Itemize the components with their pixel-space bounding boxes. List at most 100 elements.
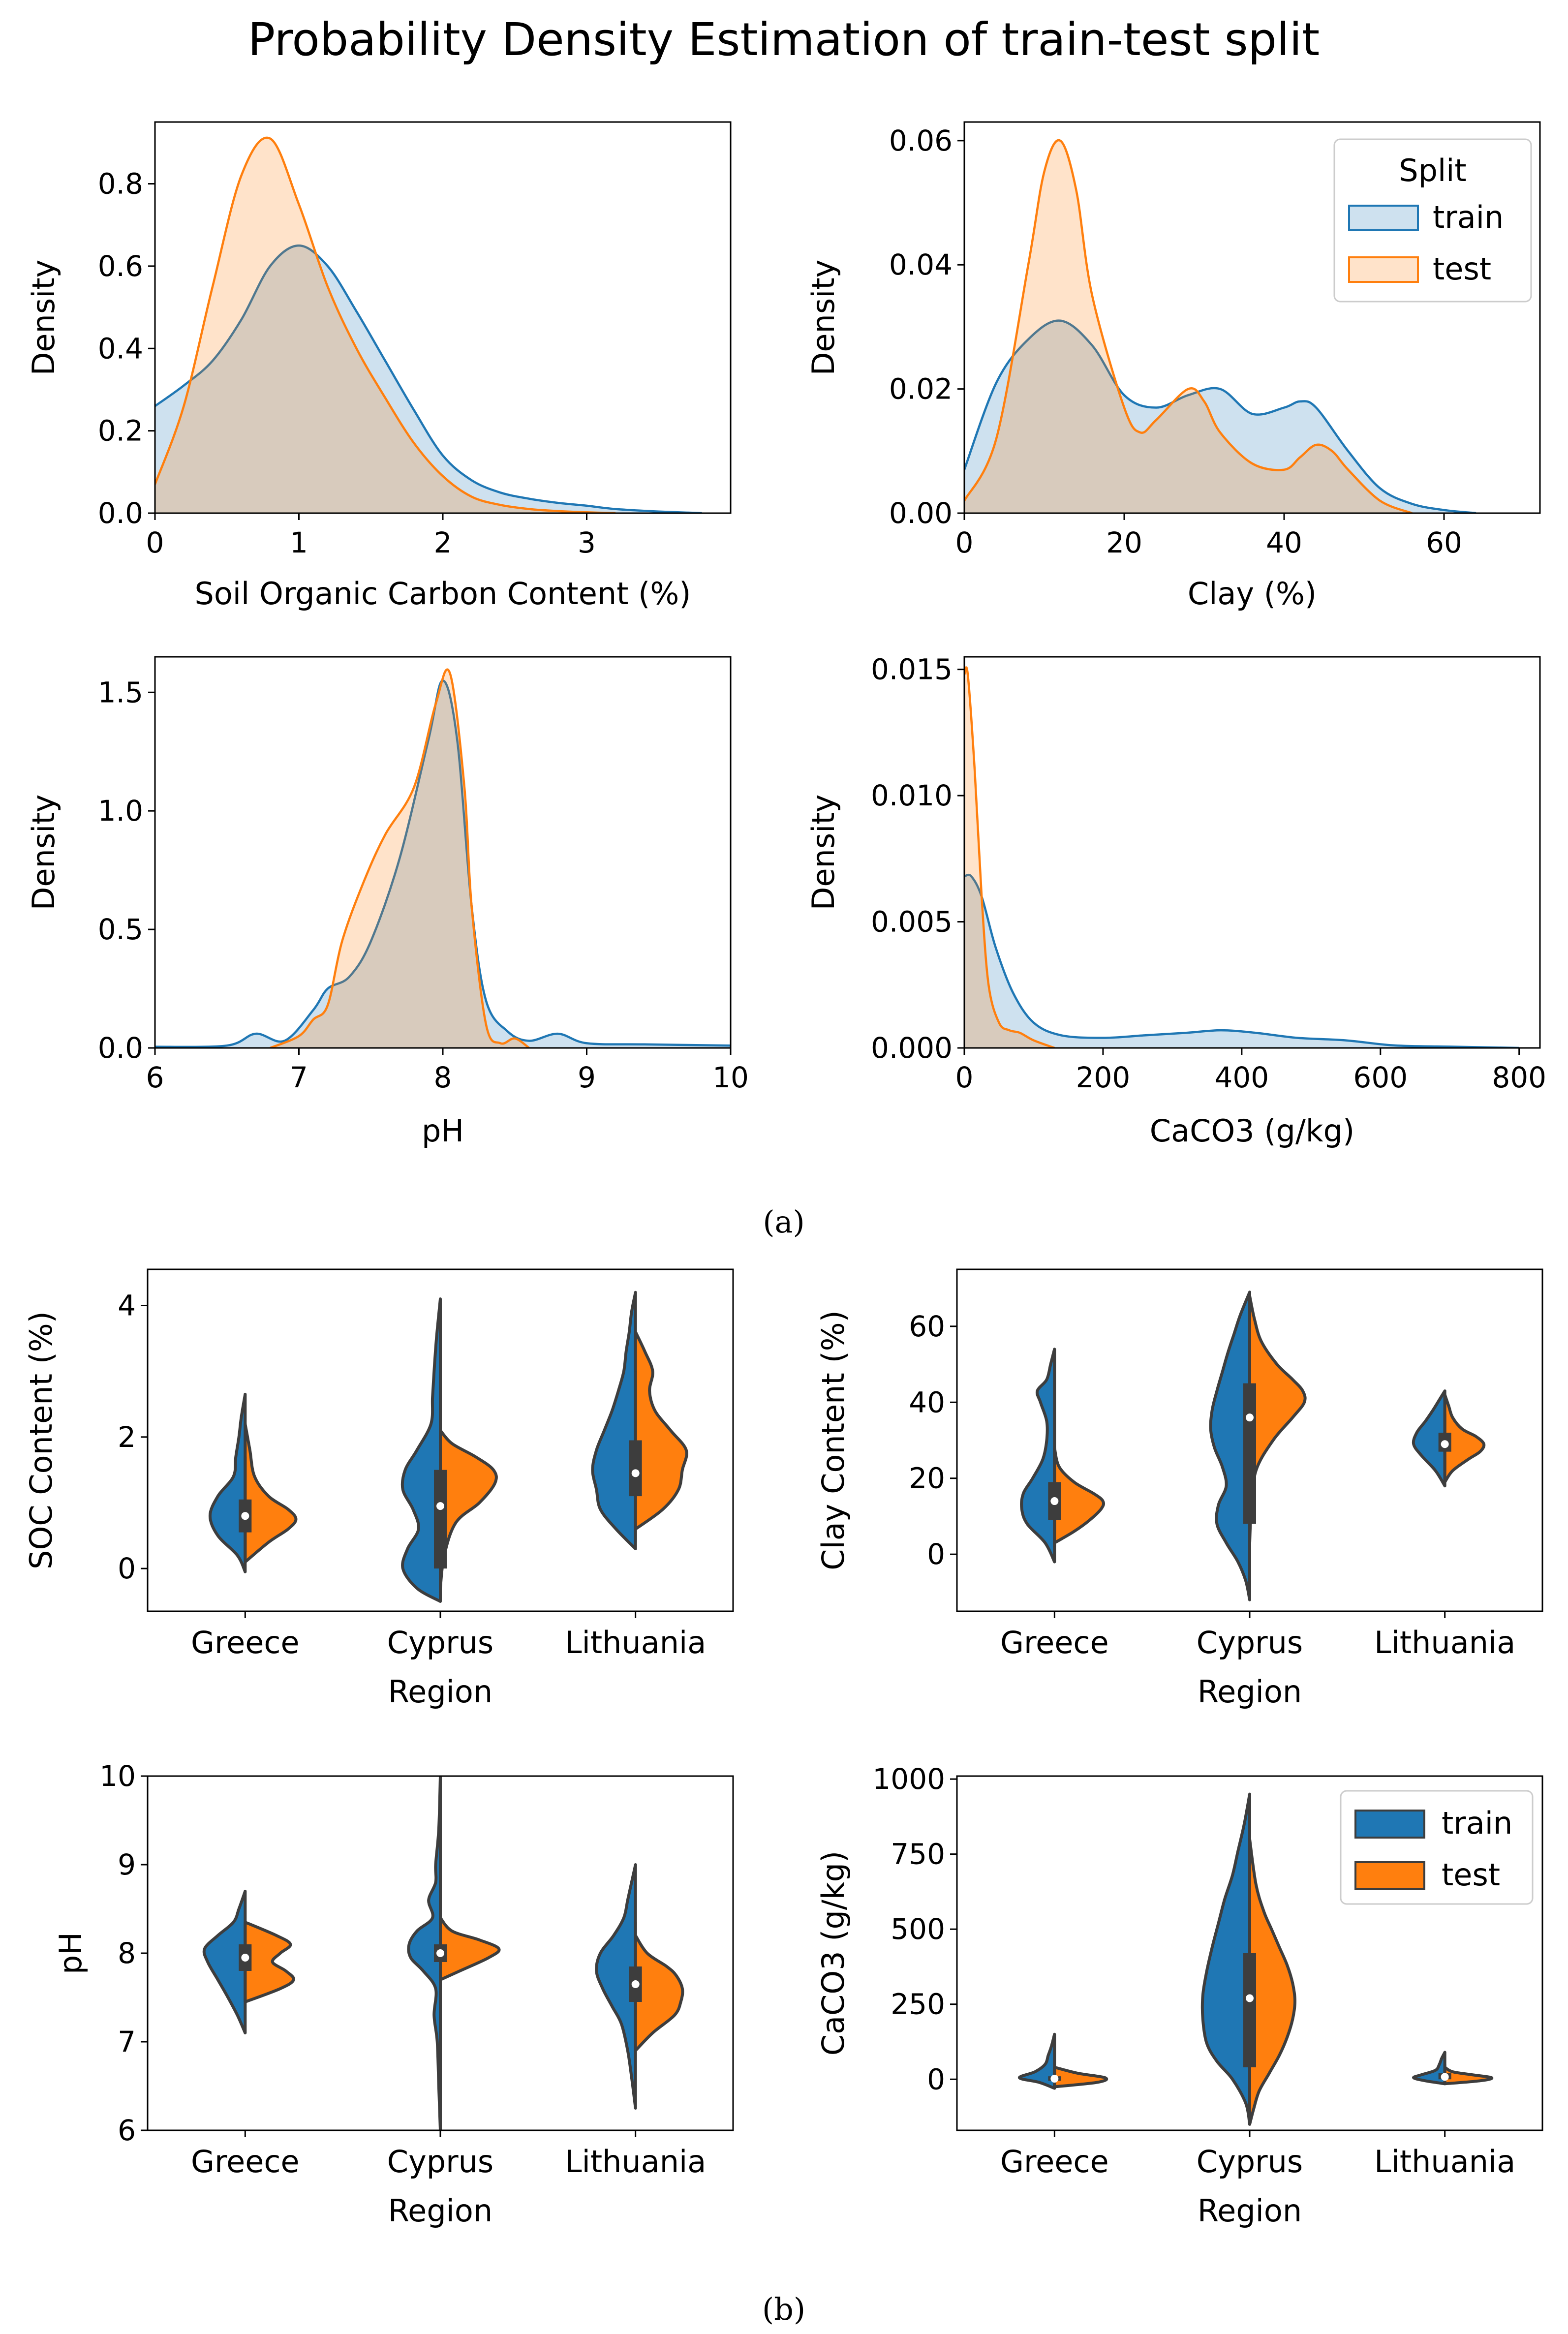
- x-tick-label-3-2: 400: [1214, 1061, 1269, 1094]
- category-label-greece-1: Greece: [1000, 1625, 1109, 1660]
- violin-median-2-1: [436, 1949, 444, 1957]
- x-tick-label-3-3: 600: [1353, 1061, 1408, 1094]
- y-tick-label-2-2: 8: [118, 1936, 136, 1970]
- violin-test-lithuania-0: [634, 1330, 688, 1531]
- x-tick-label-2-1: 7: [290, 1061, 308, 1094]
- category-label-cyprus-1: Cyprus: [1197, 1625, 1303, 1660]
- x-tick-label-3-1: 200: [1076, 1061, 1131, 1094]
- kde-legend-box: [1333, 138, 1532, 303]
- y-tick-label-0-0: 0: [118, 1552, 136, 1585]
- violin-test-cyprus-3: [1248, 1838, 1296, 2126]
- x-axis-label-2: pH: [422, 1113, 464, 1149]
- y-tick-label-1-0: 0.00: [889, 496, 953, 530]
- kde-fill-test-3: [964, 667, 1055, 1048]
- y-tick-label-2-1: 7: [118, 2025, 136, 2058]
- violin-median-0-2: [631, 1469, 640, 1477]
- violin-legend: train test: [1340, 1790, 1534, 1905]
- violin-legend-swatch-test: [1354, 1861, 1425, 1890]
- violin-iqr-box-0-1: [434, 1470, 447, 1569]
- violin-test-lithuania-1: [1443, 1393, 1486, 1484]
- x-axis-label-1: Clay (%): [1188, 576, 1317, 612]
- axes-frame-3: [963, 656, 1541, 1049]
- kde-line-train-3: [964, 873, 1519, 1048]
- y-axis-label-v3: CaCO3 (g/kg): [815, 1851, 851, 2056]
- violin-train-greece-0: [208, 1392, 247, 1573]
- kde-line-train-1: [964, 319, 1476, 513]
- violin-legend-swatch-train: [1354, 1810, 1425, 1839]
- violin-chart-2: Greece Cyprus Lithuania 6 7 8 9 10 Region pH: [53, 1759, 734, 2229]
- category-label-lithuania-2: Lithuania: [565, 2144, 706, 2180]
- kde-fill-train-2: [155, 680, 731, 1048]
- y-tick-label-2-2: 1.0: [98, 794, 143, 828]
- y-tick-label-3-4: 1000: [872, 1762, 945, 1796]
- kde-legend-swatch-train: [1348, 205, 1419, 231]
- x-tick-label-2-4: 10: [712, 1061, 749, 1094]
- violin-test-cyprus-2: [439, 1916, 501, 1981]
- y-tick-label-3-1: 250: [891, 1988, 945, 2021]
- y-tick-label-0-3: 0.6: [98, 249, 143, 283]
- y-axis-label-v2: pH: [53, 1932, 89, 1974]
- violin-median-3-1: [1246, 1994, 1254, 2002]
- violin-median-0-0: [241, 1512, 249, 1520]
- y-tick-label-1-3: 60: [909, 1310, 945, 1343]
- violin-plot-area-2: [202, 1776, 684, 2130]
- y-tick-label-2-0: 0.0: [98, 1031, 143, 1065]
- x-tick-label-2-0: 6: [146, 1061, 164, 1094]
- kde-line-train-0: [155, 244, 702, 513]
- y-tick-label-1-2: 40: [909, 1385, 945, 1419]
- y-axis-label-0: Density: [26, 260, 61, 376]
- category-label-greece-2: Greece: [191, 2144, 300, 2180]
- y-tick-label-3-0: 0: [927, 2062, 945, 2096]
- x-tick-label-0-1: 1: [290, 526, 308, 559]
- x-tick-label-3-0: 0: [955, 1061, 974, 1094]
- violin-test-greece-3: [1053, 2065, 1108, 2088]
- category-label-cyprus-3: Cyprus: [1197, 2144, 1303, 2180]
- violin-train-lithuania-0: [591, 1290, 637, 1550]
- axes-frame-1: [963, 121, 1541, 514]
- x-tick-label-1-0: 0: [955, 526, 974, 559]
- kde-plot-area-0: [155, 136, 702, 513]
- x-axis-label-v0: Region: [388, 1674, 492, 1710]
- violin-median-0-1: [436, 1502, 444, 1510]
- kde-fill-train-3: [964, 875, 1519, 1048]
- y-tick-label-0-2: 4: [118, 1289, 136, 1322]
- y-axis-label-2: Density: [26, 795, 61, 911]
- violin-train-lithuania-2: [595, 1863, 637, 2110]
- y-tick-label-3-0: 0.000: [871, 1031, 953, 1065]
- x-tick-label-0-3: 3: [578, 526, 596, 559]
- y-tick-label-2-3: 1.5: [98, 676, 143, 709]
- kde-legend-label-test: test: [1433, 251, 1491, 287]
- y-tick-label-0-1: 2: [118, 1420, 136, 1454]
- violin-iqr-box-3-1: [1243, 1953, 1256, 2067]
- y-tick-label-2-3: 9: [118, 1848, 136, 1881]
- x-axis-label-v2: Region: [388, 2193, 492, 2229]
- y-tick-label-2-1: 0.5: [98, 913, 143, 946]
- kde-chart-1: 0 20 40 60 0.00 0.02 0.04 0.06 Clay (%) Density: [805, 121, 1541, 612]
- violin-train-greece-1: [1020, 1348, 1056, 1564]
- y-tick-label-0-0: 0.0: [98, 496, 143, 530]
- kde-chart-0: 0 1 2 3 0.0 0.2 0.4 0.6 0.8 Soil Organic Carbon C…: [26, 121, 732, 612]
- violin-median-3-0: [1050, 2075, 1059, 2083]
- violin-median-3-2: [1441, 2073, 1449, 2081]
- violin-chart-3: Greece Cyprus Lithuania 0 250 500 750 1000 Regio…: [815, 1762, 1543, 2229]
- x-tick-label-2-2: 8: [434, 1061, 452, 1094]
- kde-legend-title: Split: [1399, 153, 1466, 188]
- kde-legend: Split train test: [1333, 138, 1532, 303]
- x-tick-label-2-3: 9: [578, 1061, 596, 1094]
- violin-median-1-0: [1050, 1497, 1059, 1505]
- y-tick-label-1-1: 0.02: [889, 372, 953, 406]
- violin-median-2-0: [241, 1954, 249, 1962]
- violin-train-cyprus-0: [400, 1297, 442, 1603]
- violin-plot-area-0: [208, 1290, 688, 1603]
- y-tick-label-1-0: 0: [927, 1537, 945, 1571]
- kde-fill-test-1: [964, 140, 1412, 513]
- kde-plot-area-1: [964, 139, 1476, 513]
- category-label-cyprus-2: Cyprus: [387, 2144, 493, 2180]
- x-axis-label-v3: Region: [1198, 2193, 1302, 2229]
- x-tick-label-1-2: 40: [1266, 526, 1302, 559]
- kde-fill-test-2: [270, 669, 529, 1048]
- violin-train-lithuania-3: [1412, 2051, 1446, 2086]
- violin-test-lithuania-3: [1443, 2065, 1494, 2086]
- category-label-lithuania-3: Lithuania: [1374, 2144, 1515, 2180]
